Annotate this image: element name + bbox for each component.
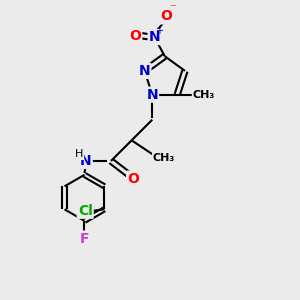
Text: N: N	[139, 64, 150, 78]
Text: H: H	[75, 149, 84, 160]
Text: N: N	[146, 88, 158, 102]
Text: F: F	[80, 232, 89, 245]
Text: O: O	[160, 9, 172, 23]
Text: N: N	[148, 30, 160, 44]
Text: CH₃: CH₃	[153, 153, 175, 163]
Text: CH₃: CH₃	[193, 90, 215, 100]
Text: O: O	[129, 28, 141, 43]
Text: Cl: Cl	[78, 204, 93, 218]
Text: N: N	[80, 154, 92, 168]
Text: ⁻: ⁻	[169, 2, 175, 16]
Text: O: O	[127, 172, 139, 186]
Text: +: +	[155, 26, 164, 36]
